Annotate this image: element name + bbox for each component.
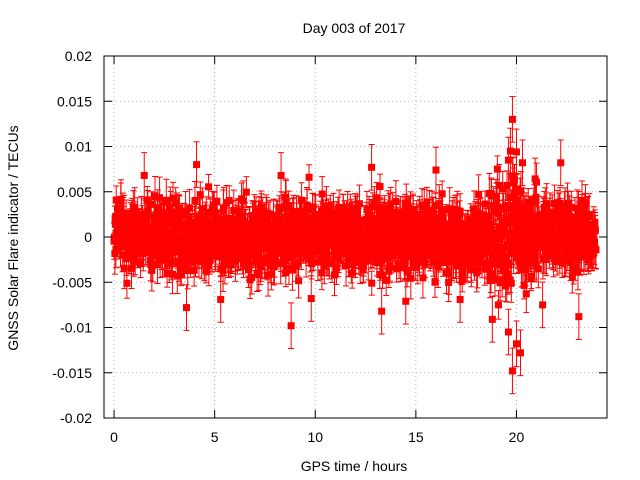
point-marker [241,218,249,226]
point-marker [184,267,192,275]
point-marker [206,257,214,265]
point-marker [202,251,210,259]
point-marker [187,246,195,254]
point-marker [160,256,168,264]
point-marker [376,183,384,191]
point-marker [239,260,247,268]
point-marker [186,204,194,212]
point-marker [209,201,217,209]
point-marker [167,208,175,216]
point-marker [234,238,242,246]
point-marker [180,220,188,228]
point-marker [172,199,180,207]
point-marker [175,204,183,212]
point-marker [178,224,186,232]
point-marker [305,173,313,181]
point-marker [146,256,154,264]
point-marker [238,213,246,221]
point-marker [127,264,135,272]
point-marker [190,266,198,274]
point-marker [111,249,119,257]
point-marker [228,253,236,261]
point-marker [162,196,170,204]
point-marker [118,215,126,223]
point-marker [221,221,229,229]
data-point [242,176,250,209]
point-marker [242,224,250,232]
point-marker [123,279,131,287]
point-marker [154,204,162,212]
point-marker [230,206,238,214]
point-marker [219,267,227,275]
point-marker [177,265,185,273]
point-marker [239,197,247,205]
point-marker [225,197,233,205]
point-marker [143,196,151,204]
point-marker [198,205,206,213]
point-marker [173,272,181,280]
data-layer [110,96,600,395]
point-marker [225,217,233,225]
point-marker [172,248,180,256]
point-marker [202,212,210,220]
point-marker [167,258,175,266]
point-marker [210,207,218,215]
point-marker [248,273,256,281]
point-marker [213,197,221,205]
point-marker [177,270,185,278]
point-marker [153,260,161,268]
point-marker [217,216,225,224]
point-marker [295,277,303,285]
point-marker [368,279,376,287]
point-marker [148,252,156,260]
point-marker [117,196,125,204]
point-marker [182,207,190,215]
point-marker [355,200,363,208]
point-marker [137,260,145,268]
point-marker [196,191,204,199]
point-marker [242,188,250,196]
point-marker [151,213,159,221]
point-marker [163,269,171,277]
point-marker [157,238,165,246]
point-marker [156,194,164,202]
point-marker [191,196,199,204]
point-marker [147,200,155,208]
point-marker [205,183,213,191]
point-marker [112,245,120,253]
point-marker [202,266,210,274]
point-marker [200,258,208,266]
point-marker [114,205,122,213]
point-marker [149,261,157,269]
point-marker [168,270,176,278]
point-marker [174,220,182,228]
point-marker [205,261,213,269]
point-marker [134,213,142,221]
point-marker [221,259,229,267]
